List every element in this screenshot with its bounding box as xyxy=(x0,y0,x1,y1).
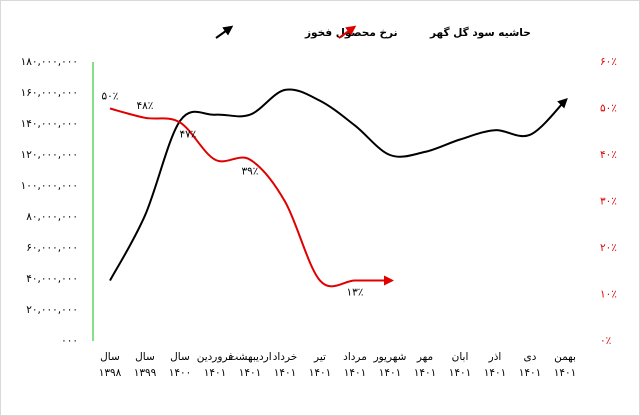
x-tick-label: ۱۴۰۰ xyxy=(169,367,192,379)
x-tick-label: ۱۴۰۱ xyxy=(414,367,437,379)
data-label: ۴۷٪ xyxy=(180,128,197,140)
y-tick-label: ۱۶۰,۰۰۰,۰۰۰ xyxy=(21,87,78,99)
x-tick-label: دی xyxy=(524,351,537,363)
y-tick-label: ۰۰۰ xyxy=(61,335,78,347)
y2-tick-label: ۶۰٪ xyxy=(600,56,617,68)
x-tick-label: ۱۴۰۱ xyxy=(344,367,367,379)
data-label: ۳۹٪ xyxy=(242,166,259,178)
y2-tick-label: ۳۰٪ xyxy=(600,196,617,208)
x-tick-label: ۱۴۰۱ xyxy=(274,367,297,379)
x-tick-label: مهر xyxy=(416,351,433,363)
legend-swatch xyxy=(215,25,234,39)
y-tick-label: ۱۸۰,۰۰۰,۰۰۰ xyxy=(21,56,78,68)
y2-tick-label: ۴۰٪ xyxy=(600,149,617,161)
x-tick-label: ۱۴۰۱ xyxy=(554,367,577,379)
x-tick-label: ۱۴۰۱ xyxy=(379,367,402,379)
y-tick-label: ۱۲۰,۰۰۰,۰۰۰ xyxy=(21,149,78,161)
x-tick-label: ابان xyxy=(452,351,469,363)
series-line xyxy=(109,107,394,288)
y2-tick-label: ۰٪ xyxy=(600,335,611,347)
y2-tick-label: ۱۰٪ xyxy=(600,289,617,301)
y2-tick-label: ۵۰٪ xyxy=(600,103,617,115)
y-tick-label: ۸۰,۰۰۰,۰۰۰ xyxy=(26,211,78,223)
x-tick-label: خرداد xyxy=(273,351,298,363)
legend-swatch xyxy=(338,25,357,39)
series-line xyxy=(109,88,568,282)
x-tick-label: ۱۴۰۱ xyxy=(239,367,262,379)
x-tick-label: سال xyxy=(170,351,190,363)
data-label: ۵۰٪ xyxy=(102,91,119,103)
x-tick-label: سال xyxy=(135,351,155,363)
x-tick-label: تیر xyxy=(313,351,326,363)
x-tick-label: سال xyxy=(100,351,120,363)
x-tick-label: فروردین xyxy=(197,351,234,363)
x-tick-label: اذر xyxy=(488,351,502,363)
y2-tick-label: ۲۰٪ xyxy=(600,242,617,254)
data-label: ۱۳٪ xyxy=(347,287,364,299)
x-tick-label: ۱۴۰۱ xyxy=(204,367,227,379)
y-tick-label: ۶۰,۰۰۰,۰۰۰ xyxy=(26,242,78,254)
x-tick-label: ۱۴۰۱ xyxy=(309,367,332,379)
x-tick-label: اردیبهشت xyxy=(228,351,271,363)
x-tick-label: بهمن xyxy=(554,351,576,363)
x-tick-label: ۱۴۰۱ xyxy=(519,367,542,379)
legend-label: حاشیه سود گل گهر xyxy=(429,26,531,39)
x-tick-label: ۱۳۹۸ xyxy=(99,367,122,379)
x-tick-label: ۱۳۹۹ xyxy=(134,367,157,379)
x-tick-label: ۱۴۰۱ xyxy=(484,367,507,379)
x-tick-label: ۱۴۰۱ xyxy=(449,367,472,379)
x-tick-label: شهریور xyxy=(373,351,407,363)
x-tick-label: مرداد xyxy=(343,351,367,363)
y-tick-label: ۴۰,۰۰۰,۰۰۰ xyxy=(26,273,78,285)
y-tick-label: ۲۰,۰۰۰,۰۰۰ xyxy=(26,304,78,316)
data-label: ۴۸٪ xyxy=(137,100,154,112)
y-tick-label: ۱۰۰,۰۰۰,۰۰۰ xyxy=(21,180,78,192)
y-tick-label: ۱۴۰,۰۰۰,۰۰۰ xyxy=(21,118,78,130)
